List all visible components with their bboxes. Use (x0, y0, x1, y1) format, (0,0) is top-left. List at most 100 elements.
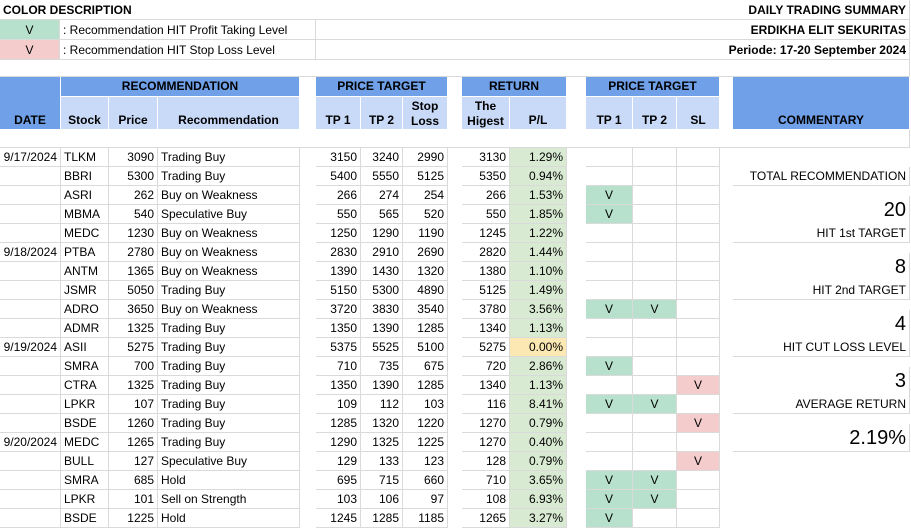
row-price: 1260 (109, 414, 158, 433)
row-highest: 266 (462, 186, 510, 205)
row-pl: 0.00% (510, 338, 567, 357)
row-tp2: 1390 (361, 319, 403, 338)
row-hit-tp2 (633, 186, 677, 205)
row-stock: MBMA (61, 205, 109, 224)
hit-2nd-target-value: 4 (733, 310, 910, 338)
row-recommendation: Trading Buy (158, 376, 300, 395)
row-tp1: 129 (316, 452, 361, 471)
row-hit-sl (677, 433, 720, 452)
row-highest: 108 (462, 490, 510, 509)
hit-2nd-target-label: HIT 2nd TARGET (733, 281, 910, 300)
row-recommendation: Trading Buy (158, 414, 300, 433)
row-price: 3090 (109, 148, 158, 167)
row-hit-tp1 (586, 167, 633, 186)
row-stock: SMRA (61, 357, 109, 376)
row-hit-tp2 (633, 205, 677, 224)
row-date (0, 452, 61, 471)
row-hit-tp2 (633, 509, 677, 528)
header-recommendation-group: RECOMMENDATION (61, 77, 300, 97)
row-hit-tp2: V (633, 471, 677, 490)
header-price: Price (109, 97, 158, 130)
row-hit-sl (677, 338, 720, 357)
row-tp2: 1320 (361, 414, 403, 433)
row-hit-tp2 (633, 452, 677, 471)
row-price: 1265 (109, 433, 158, 452)
row-hit-tp2 (633, 224, 677, 243)
row-hit-tp1 (586, 319, 633, 338)
row-tp2: 274 (361, 186, 403, 205)
row-recommendation: Trading Buy (158, 395, 300, 414)
row-tp1: 103 (316, 490, 361, 509)
row-stock: ASRI (61, 186, 109, 205)
header-hit-tp1: TP 1 (586, 97, 633, 130)
row-pl: 1.22% (510, 224, 567, 243)
row-stock: BSDE (61, 414, 109, 433)
row-price: 101 (109, 490, 158, 509)
row-tp2: 1290 (361, 224, 403, 243)
row-recommendation: Buy on Weakness (158, 300, 300, 319)
row-hit-tp2 (633, 414, 677, 433)
row-hit-tp1 (586, 414, 633, 433)
row-hit-sl (677, 319, 720, 338)
row-hit-tp2 (633, 433, 677, 452)
row-date (0, 224, 61, 243)
row-stop-loss: 97 (403, 490, 448, 509)
row-hit-tp1 (586, 262, 633, 281)
row-stock: ADRO (61, 300, 109, 319)
row-highest: 5125 (462, 281, 510, 300)
row-hit-tp1 (586, 224, 633, 243)
row-hit-tp2 (633, 262, 677, 281)
row-stock: BULL (61, 452, 109, 471)
row-date: 9/20/2024 (0, 433, 61, 452)
row-pl: 1.10% (510, 262, 567, 281)
row-stock: ADMR (61, 319, 109, 338)
row-highest: 3780 (462, 300, 510, 319)
row-date (0, 167, 61, 186)
row-tp2: 1430 (361, 262, 403, 281)
row-tp2: 5525 (361, 338, 403, 357)
row-hit-tp2 (633, 338, 677, 357)
row-pl: 1.44% (510, 243, 567, 262)
row-pl: 0.79% (510, 452, 567, 471)
row-stop-loss: 254 (403, 186, 448, 205)
row-tp2: 3830 (361, 300, 403, 319)
hit-1st-target-value: 8 (733, 253, 910, 281)
row-pl: 8.41% (510, 395, 567, 414)
row-stock: SMRA (61, 471, 109, 490)
report-period: Periode: 17-20 September 2024 (316, 40, 910, 60)
header-date: DATE (0, 77, 61, 130)
row-highest: 5275 (462, 338, 510, 357)
row-tp1: 3150 (316, 148, 361, 167)
row-tp2: 735 (361, 357, 403, 376)
row-hit-tp1: V (586, 205, 633, 224)
header-pl: P/L (510, 97, 567, 130)
header-return-group: RETURN (462, 77, 567, 97)
row-stop-loss: 1185 (403, 509, 448, 528)
row-pl: 0.79% (510, 414, 567, 433)
header-commentary: COMMENTARY (733, 77, 910, 130)
row-recommendation: Hold (158, 509, 300, 528)
row-date (0, 205, 61, 224)
row-highest: 1270 (462, 414, 510, 433)
row-tp2: 112 (361, 395, 403, 414)
row-hit-sl (677, 167, 720, 186)
row-tp2: 5550 (361, 167, 403, 186)
row-stop-loss: 1190 (403, 224, 448, 243)
row-stop-loss: 675 (403, 357, 448, 376)
row-tp2: 1285 (361, 509, 403, 528)
average-return-label: AVERAGE RETURN (733, 395, 910, 414)
row-stop-loss: 5125 (403, 167, 448, 186)
row-pl: 2.86% (510, 357, 567, 376)
header-tp2: TP 2 (361, 97, 403, 130)
row-tp1: 3720 (316, 300, 361, 319)
row-stock: LPKR (61, 490, 109, 509)
row-price: 540 (109, 205, 158, 224)
row-recommendation: Trading Buy (158, 433, 300, 452)
average-return-value: 2.19% (733, 424, 910, 452)
row-hit-tp2 (633, 148, 677, 167)
row-pl: 1.49% (510, 281, 567, 300)
row-stock: JSMR (61, 281, 109, 300)
row-stop-loss: 1320 (403, 262, 448, 281)
row-date (0, 357, 61, 376)
row-date (0, 395, 61, 414)
